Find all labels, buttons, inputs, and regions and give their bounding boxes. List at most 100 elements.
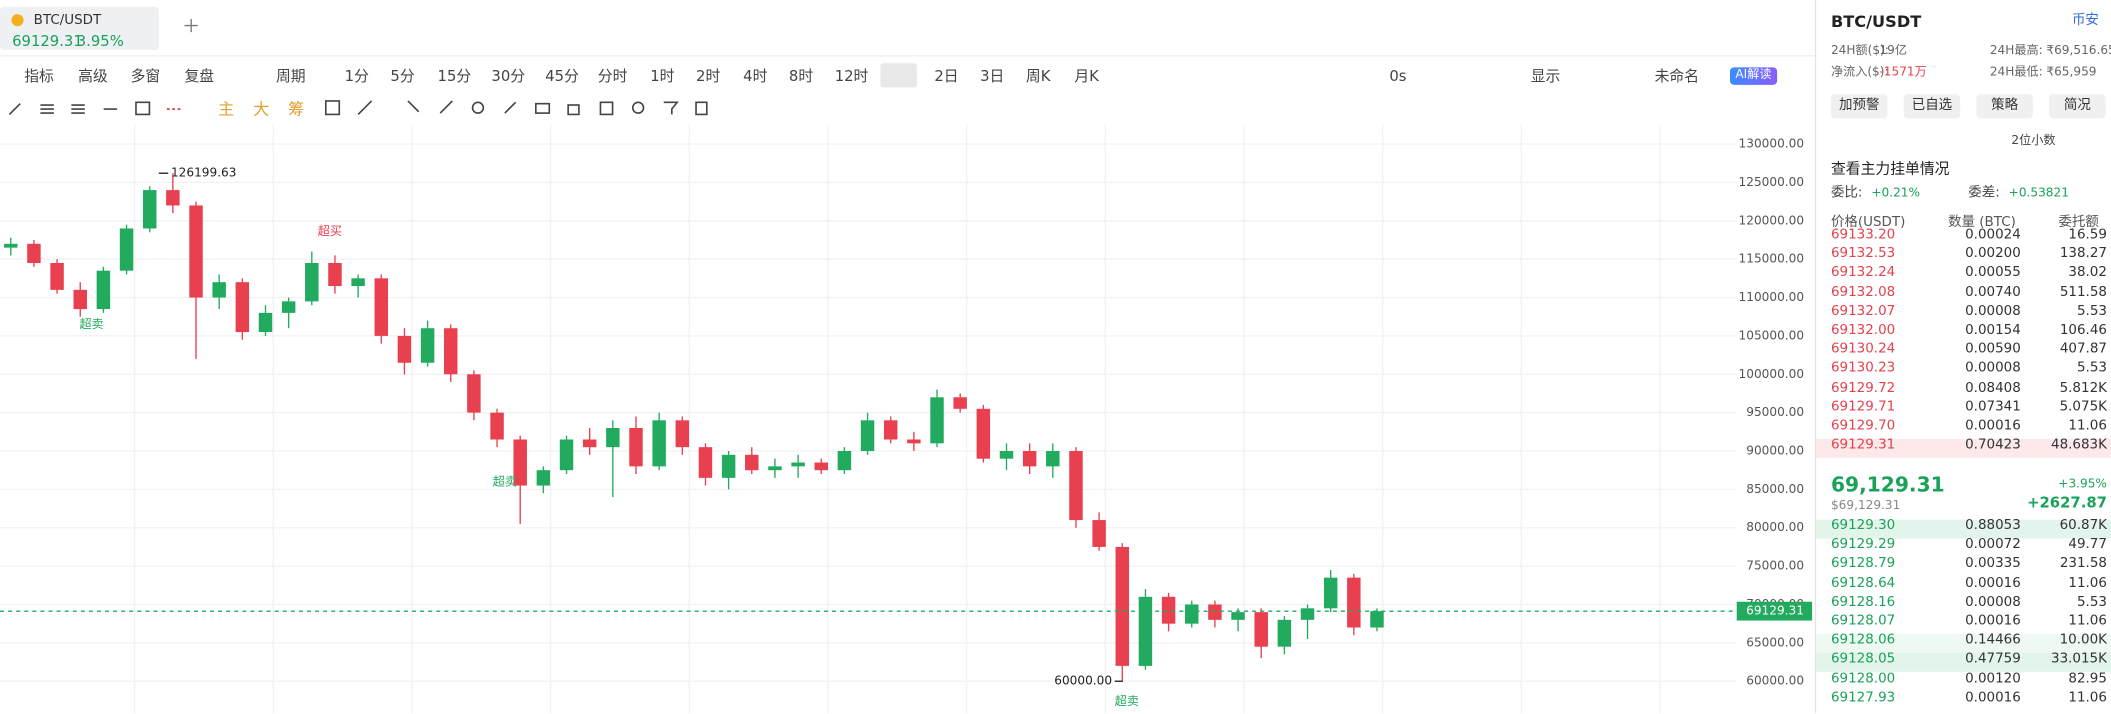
order-row: 69128.79 0.00335 231.58 <box>1816 557 2111 577</box>
candle-body <box>698 447 713 478</box>
toolbar-item[interactable]: 多窗 <box>130 67 161 85</box>
toolbar-item[interactable]: 分时 <box>597 67 628 85</box>
candle-body <box>791 462 805 467</box>
order-cell: 0.00016 <box>1965 418 2021 434</box>
candle-body <box>1138 596 1153 666</box>
order-row: 69129.31 0.70423 48.683K <box>1816 437 2111 458</box>
toolbar-item[interactable]: 1时 <box>650 67 675 85</box>
toolbar-item[interactable]: 12时 <box>834 67 869 85</box>
toolbar-item[interactable]: 15分 <box>437 67 472 85</box>
order-cell: 60.87K <box>2059 518 2107 534</box>
depth-link[interactable]: 查看主力挂单情况 <box>1830 160 1950 178</box>
candle-body <box>721 454 736 478</box>
panel-button[interactable]: 加预警 <box>1830 94 1888 119</box>
low-label: 60000.00 <box>1054 674 1112 688</box>
toolbar-item[interactable]: 指标 <box>24 67 54 85</box>
order-cell: 69128.64 <box>1830 575 1896 591</box>
toolbar-item[interactable]: 2时 <box>696 67 721 85</box>
toolbar-item[interactable]: 月K <box>1074 67 1099 85</box>
order-row: 69129.71 0.07341 5.075K <box>1816 399 2111 420</box>
add-tab[interactable] <box>184 18 198 33</box>
order-cell: 69132.08 <box>1830 284 1896 300</box>
tab-change: 3.95% <box>76 32 124 50</box>
candle-body <box>1254 612 1268 647</box>
toolbar-right-item[interactable]: 显示 <box>1530 67 1561 85</box>
y-tick-label: 120000.00 <box>1739 213 1804 227</box>
candle-body <box>1208 604 1222 620</box>
decimals-select[interactable]: 2位小数 <box>2011 134 2056 149</box>
toolbar-item[interactable]: 45分 <box>545 67 579 85</box>
order-cell: 0.70423 <box>1965 437 2021 453</box>
order-cell: 0.00120 <box>1965 671 2021 687</box>
order-cell: 0.07341 <box>1965 399 2021 415</box>
y-tick-label: 125000.00 <box>1739 175 1804 189</box>
toolbar-item[interactable]: 2日 <box>934 67 959 85</box>
candle-body <box>119 228 134 271</box>
order-row: 69127.93 0.00016 11.06 <box>1816 690 2111 711</box>
toolbar-right-item[interactable]: 未命名 <box>1654 67 1700 85</box>
candle-body <box>142 190 157 229</box>
order-cell: 69128.06 <box>1830 633 1896 648</box>
candle-body <box>305 262 319 302</box>
toolbar-right-item[interactable]: 0s <box>1389 67 1407 85</box>
panel-button[interactable]: 已自选 <box>1903 94 1961 119</box>
candle-body <box>907 439 921 444</box>
panel-button[interactable]: 策略 <box>1976 94 2033 119</box>
order-cell: 106.46 <box>2059 323 2107 338</box>
order-cell: 11.06 <box>2068 690 2107 706</box>
y-tick-label: 105000.00 <box>1739 328 1804 342</box>
toolbar-item[interactable]: 周期 <box>275 67 306 85</box>
y-tick-label: 115000.00 <box>1739 252 1804 266</box>
candle-body <box>745 454 759 471</box>
order-cell: 16.59 <box>2068 227 2107 243</box>
y-tick-label: 85000.00 <box>1746 482 1804 496</box>
toolbar-item[interactable]: 高级 <box>78 67 108 85</box>
panel-button[interactable]: 简况 <box>2049 94 2106 119</box>
order-cell: 69127.93 <box>1830 690 1896 706</box>
exchange-link[interactable]: 币安 <box>2071 13 2099 29</box>
indicator-toggle[interactable]: 大 <box>253 99 270 119</box>
mid-usd: $69,129.31 <box>1830 499 1901 513</box>
stat: 净流入($): <box>1830 65 1889 80</box>
toolbar-right-item[interactable]: AI解读 <box>1729 67 1777 85</box>
toolbar-item[interactable]: 8时 <box>788 67 814 85</box>
order-cell: 69128.07 <box>1830 613 1896 629</box>
toolbar-item[interactable]: 1分 <box>344 67 369 85</box>
order-cell: 0.14466 <box>1965 633 2021 648</box>
diff: +0.53821 <box>2008 187 2069 201</box>
candle-body <box>976 408 991 459</box>
candle-body <box>444 328 458 375</box>
y-tick-label: 90000.00 <box>1746 444 1804 458</box>
depth-panel: BTC/USDT 币安 24H额($): 19亿 24H最高: ₹69,516.65 净流入… <box>1814 0 2111 714</box>
indicator-toggle[interactable]: 筹 <box>288 99 305 119</box>
toolbar-item[interactable]: 30分 <box>491 67 526 85</box>
candle-body <box>27 243 41 263</box>
toolbar-item[interactable]: 周K <box>1025 67 1051 85</box>
candle-body <box>351 278 365 287</box>
candle-body <box>1022 451 1037 467</box>
toolbar-item[interactable]: 3日 <box>980 67 1005 85</box>
order-row: 69130.23 0.00008 5.53 <box>1816 362 2111 382</box>
order-cell: 0.00016 <box>1965 575 2021 591</box>
order-cell: 0.00016 <box>1965 613 2021 629</box>
y-tick-label: 95000.00 <box>1746 405 1804 419</box>
order-cell: 69129.31 <box>1830 437 1896 453</box>
order-cell: 69129.29 <box>1830 537 1896 553</box>
candle-body <box>883 420 898 440</box>
toolbar-item[interactable]: 复盘 <box>184 67 215 85</box>
order-cell: 69129.72 <box>1830 380 1896 396</box>
candle-body <box>953 397 967 409</box>
candle-body <box>1323 577 1338 609</box>
indicator-toggle[interactable]: 主 <box>218 99 235 119</box>
candle-body <box>1115 546 1130 666</box>
stat: ₹65,959 <box>2046 65 2097 80</box>
order-cell: 0.00200 <box>1965 246 2021 262</box>
toolbar-item[interactable]: 4时 <box>743 67 768 85</box>
order-cell: 407.87 <box>2059 342 2107 358</box>
tab[interactable]: BTC/USDT 69129.31 3.95% <box>0 6 159 50</box>
candle-body <box>374 278 389 336</box>
order-cell: 69128.00 <box>1830 671 1896 687</box>
toolbar-item[interactable]: 5分 <box>390 67 415 85</box>
candle-body <box>4 243 18 248</box>
